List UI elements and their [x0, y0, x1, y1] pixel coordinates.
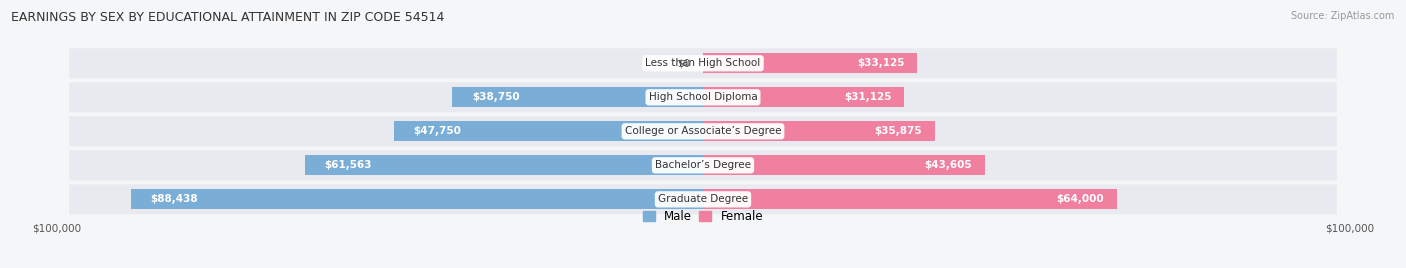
FancyBboxPatch shape — [69, 184, 1337, 214]
FancyBboxPatch shape — [69, 82, 1337, 112]
Text: Less than High School: Less than High School — [645, 58, 761, 68]
FancyBboxPatch shape — [69, 116, 1337, 146]
FancyBboxPatch shape — [69, 48, 1337, 78]
Bar — [703, 53, 917, 73]
Bar — [453, 87, 703, 107]
Text: $43,605: $43,605 — [925, 160, 972, 170]
Text: High School Diploma: High School Diploma — [648, 92, 758, 102]
Bar — [131, 189, 703, 209]
Text: EARNINGS BY SEX BY EDUCATIONAL ATTAINMENT IN ZIP CODE 54514: EARNINGS BY SEX BY EDUCATIONAL ATTAINMEN… — [11, 11, 444, 24]
Text: $33,125: $33,125 — [856, 58, 904, 68]
Bar — [394, 121, 703, 141]
FancyBboxPatch shape — [69, 150, 1337, 180]
Text: $61,563: $61,563 — [325, 160, 371, 170]
Text: Bachelor’s Degree: Bachelor’s Degree — [655, 160, 751, 170]
Bar — [703, 189, 1116, 209]
Text: $88,438: $88,438 — [150, 194, 198, 204]
Text: $0: $0 — [676, 58, 690, 68]
Legend: Male, Female: Male, Female — [638, 206, 768, 228]
Text: $31,125: $31,125 — [844, 92, 891, 102]
Bar — [703, 121, 935, 141]
Bar — [703, 87, 904, 107]
Text: College or Associate’s Degree: College or Associate’s Degree — [624, 126, 782, 136]
Text: $35,875: $35,875 — [875, 126, 922, 136]
Bar — [703, 155, 986, 175]
Text: Graduate Degree: Graduate Degree — [658, 194, 748, 204]
Text: Source: ZipAtlas.com: Source: ZipAtlas.com — [1291, 11, 1395, 21]
Bar — [305, 155, 703, 175]
Text: $38,750: $38,750 — [472, 92, 519, 102]
Text: $47,750: $47,750 — [413, 126, 461, 136]
Text: $64,000: $64,000 — [1056, 194, 1104, 204]
